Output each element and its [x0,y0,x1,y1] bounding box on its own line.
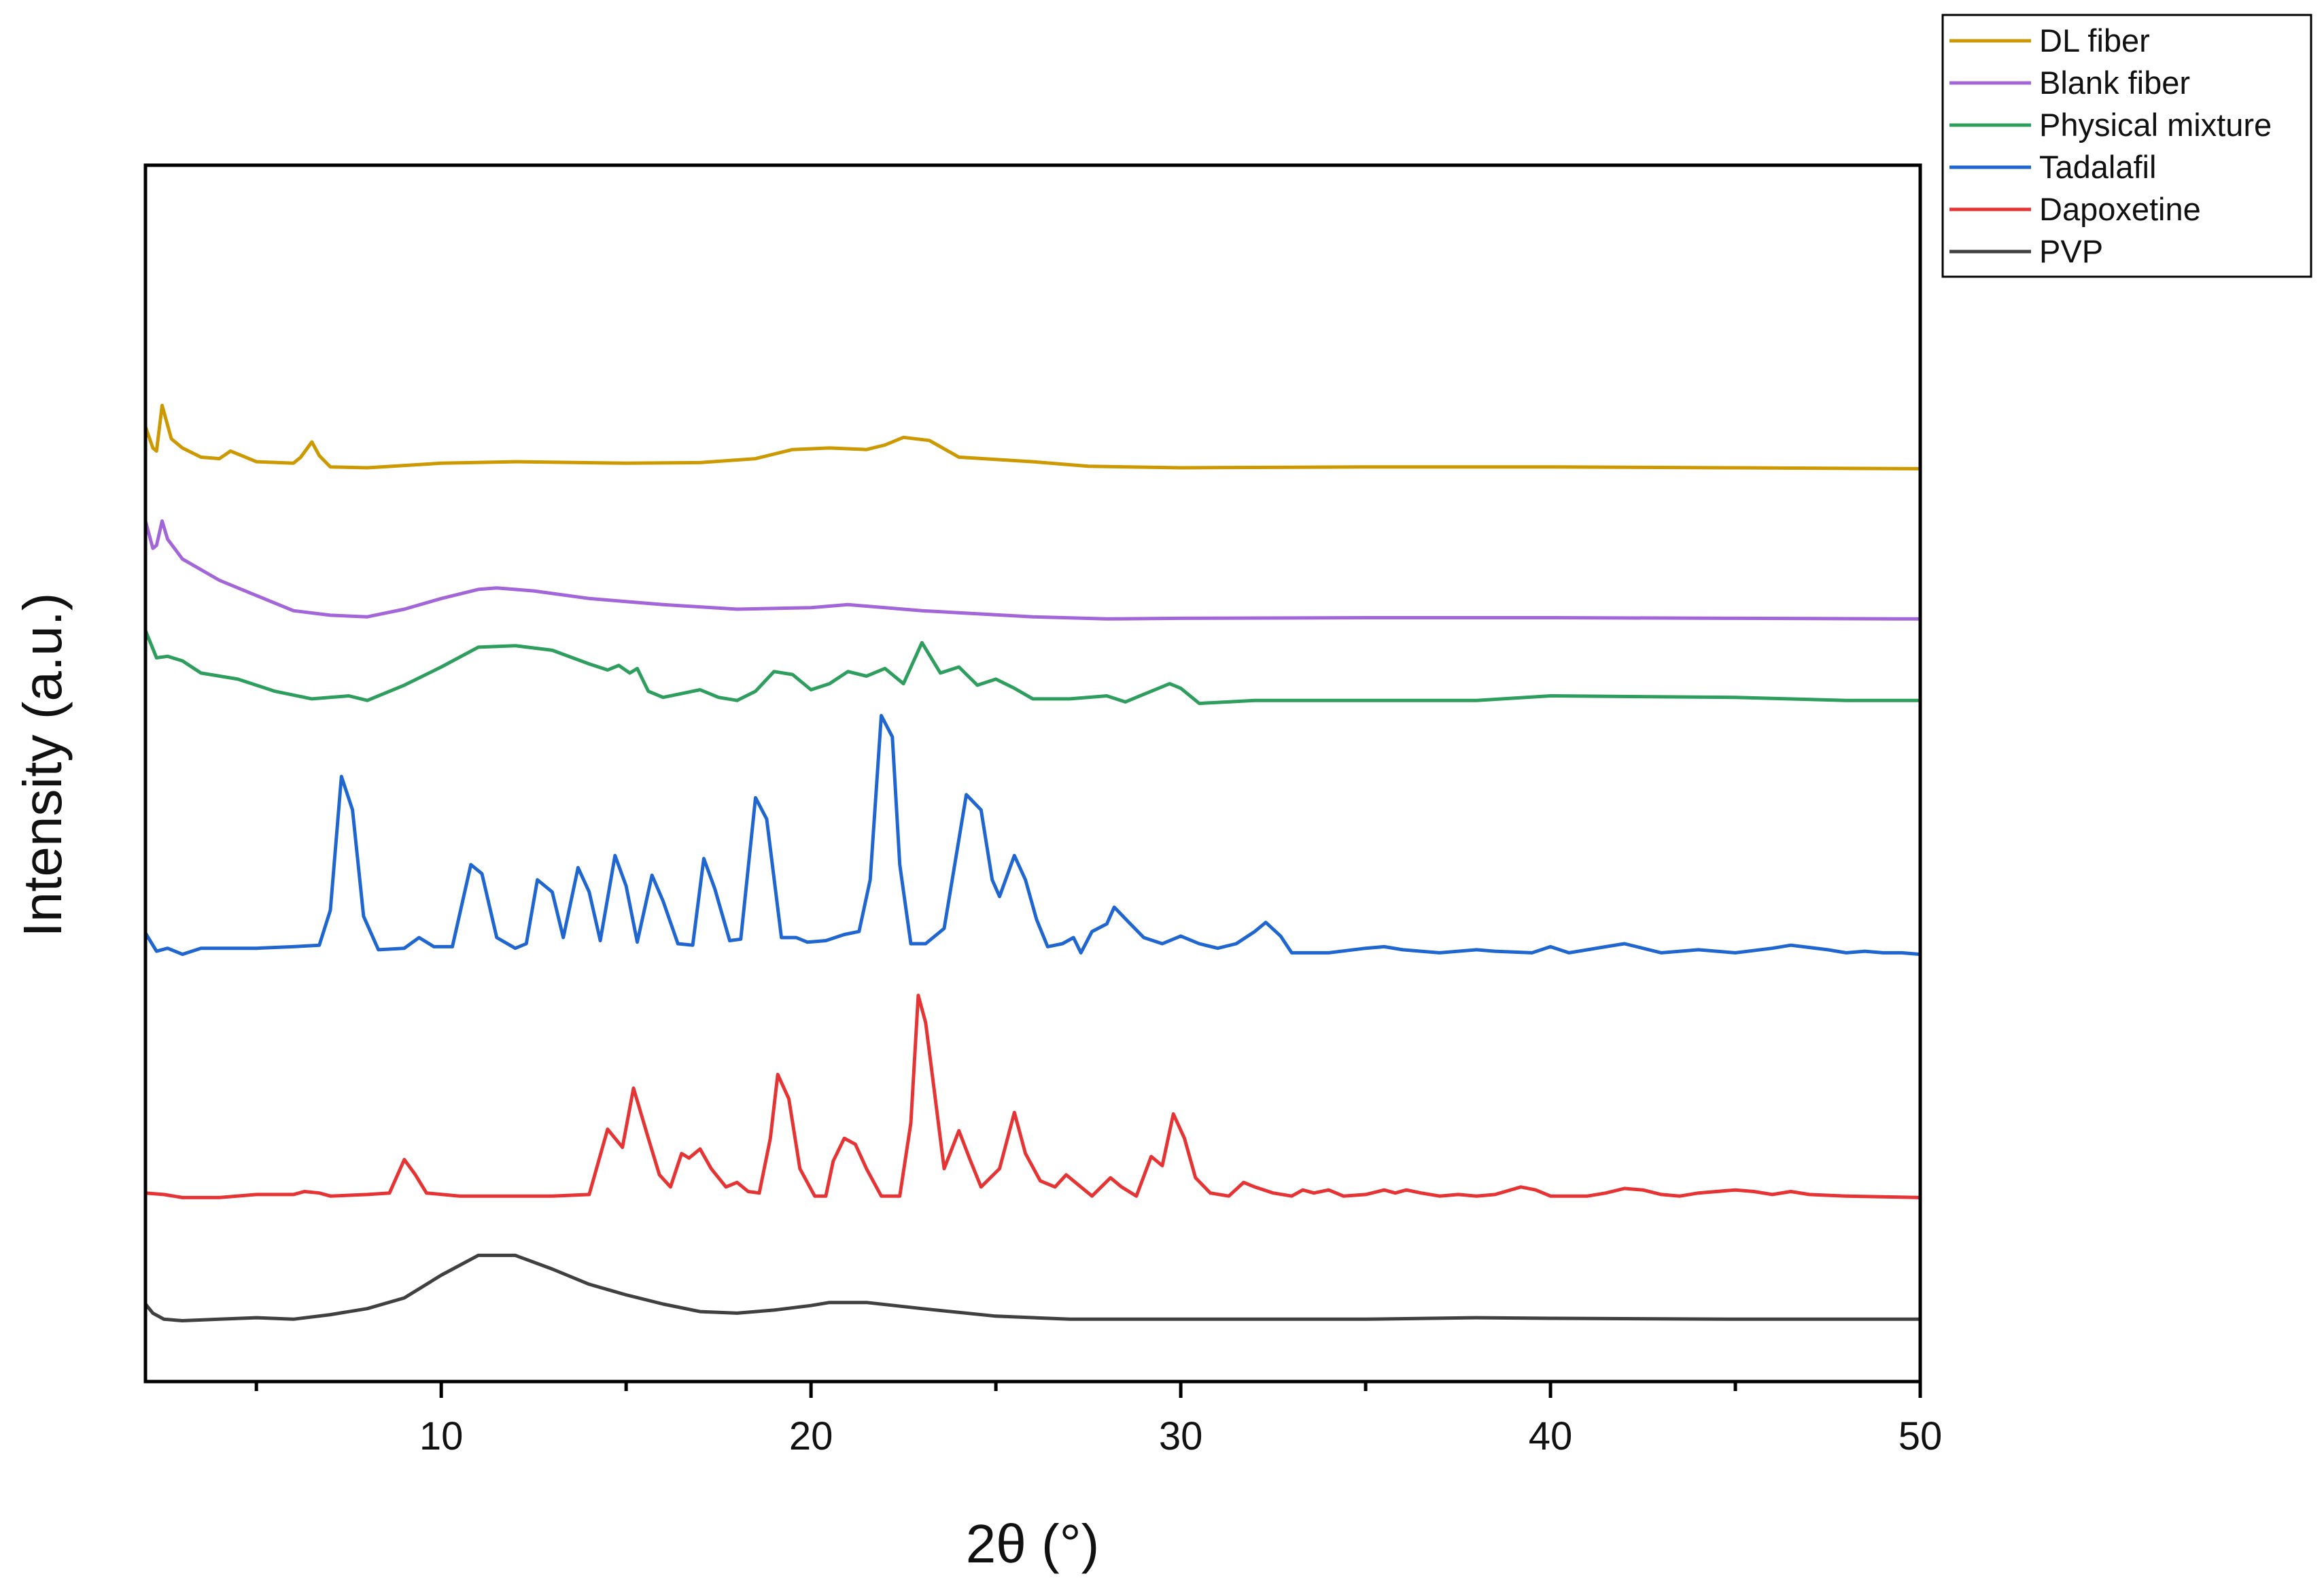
series-line-4 [143,993,1922,1199]
legend-label-1: Blank fiber [2039,65,2190,101]
legend-box [1941,14,2312,278]
legend: DL fiber Blank fiber Physical mixture Tadal… [1941,14,2312,278]
plot-area-series [143,403,1922,1322]
y-axis-title: Intensity (a.u.) [12,593,73,938]
x-axis: 10 20 30 40 50 [254,1382,1943,1458]
series-line-5 [143,1253,1922,1322]
x-tick-label: 30 [1159,1414,1203,1458]
series-line-3 [143,714,1922,957]
legend-label-4: Dapoxetine [2039,191,2201,227]
legend-label-3: Tadalafil [2039,149,2156,185]
legend-label-5: PVP [2039,233,2103,269]
plot-frame [143,163,1922,1384]
x-tick-label: 50 [1898,1414,1943,1458]
x-tick-label: 20 [789,1414,833,1458]
series-line-1 [143,519,1922,621]
legend-label-2: Physical mixture [2039,107,2272,143]
x-tick-label: 40 [1529,1414,1573,1458]
x-axis-title: 2θ (°) [966,1513,1099,1574]
legend-label-0: DL fiber [2039,22,2150,58]
series-line-0 [143,403,1922,470]
x-tick-label: 10 [419,1414,464,1458]
series-line-2 [143,628,1922,706]
